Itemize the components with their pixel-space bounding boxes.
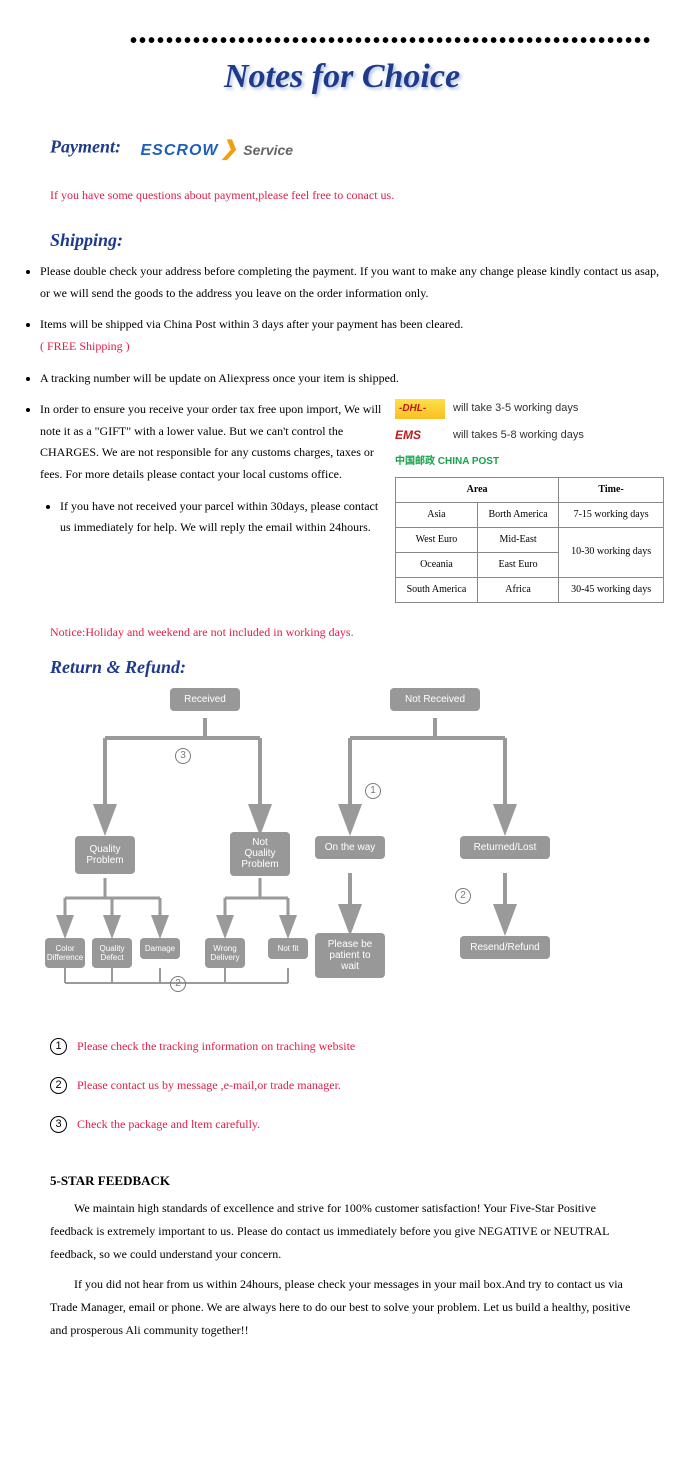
node-quality: Quality Problem <box>75 836 135 874</box>
step-1-icon: 1 <box>365 783 381 799</box>
cell: 7-15 working days <box>559 502 664 527</box>
escrow-service: Service <box>243 142 293 158</box>
free-shipping: ( FREE Shipping ) <box>40 339 130 353</box>
payment-heading-text: Payment: <box>50 137 121 157</box>
table-row: Asia Borth America 7-15 working days <box>396 502 664 527</box>
note-3-text: Check the package and ltem carefully. <box>77 1117 260 1132</box>
note-1: 1 Please check the tracking information … <box>50 1038 634 1055</box>
node-not-received: Not Received <box>390 688 480 711</box>
dhl-logo: -DHL- <box>395 399 445 419</box>
node-received: Received <box>170 688 240 711</box>
time-header: Time- <box>559 477 664 502</box>
node-resend: Resend/Refund <box>460 936 550 959</box>
shipping-bullet-4: If you have not received your parcel wit… <box>60 496 385 539</box>
escrow-text: ESCROW <box>140 142 218 160</box>
shipping-bullet-0: Please double check your address before … <box>40 261 664 304</box>
step-2-icon-left: 2 <box>170 976 186 992</box>
shipping-heading: Shipping: <box>50 230 664 251</box>
shipping-notice: Notice:Holiday and weekend are not inclu… <box>50 623 634 642</box>
feedback-p1: We maintain high standards of excellence… <box>50 1197 634 1265</box>
payment-heading: Payment: ESCROW ❯ Service <box>50 136 664 161</box>
page-root: ••••••••••••••••••••••••••••••••••••••••… <box>0 0 684 1390</box>
shipping-bullet-3-4: In order to ensure you receive your orde… <box>40 399 664 603</box>
ems-note: will takes 5-8 working days <box>453 426 584 446</box>
node-damage: Damage <box>140 938 180 959</box>
node-color: Color Difference <box>45 938 85 968</box>
cell: Asia <box>396 502 478 527</box>
area-table: Area Time- Asia Borth America 7-15 worki… <box>395 477 664 603</box>
cell: Oceania <box>396 552 478 577</box>
shipping-bullet-2: A tracking number will be update on Alie… <box>40 368 664 390</box>
shipping-bullet-1: Items will be shipped via China Post wit… <box>40 314 664 357</box>
table-row: Area Time- <box>396 477 664 502</box>
node-patient: Please be patient to wait <box>315 933 385 978</box>
table-row: West Euro Mid-East 10-30 working days <box>396 527 664 552</box>
shipping-bullet-3-text: In order to ensure you receive your orde… <box>40 402 381 481</box>
payment-note: If you have some questions about payment… <box>50 186 634 205</box>
note-2: 2 Please contact us by message ,e-mail,o… <box>50 1077 634 1094</box>
chinapost-row: 中国邮政 CHINA POST <box>395 453 664 471</box>
cell: South America <box>396 577 478 602</box>
note-2-text: Please contact us by message ,e-mail,or … <box>77 1078 341 1093</box>
dotted-line-top: ••••••••••••••••••••••••••••••••••••••••… <box>130 30 624 53</box>
step-3-icon: 3 <box>175 748 191 764</box>
note-2-icon: 2 <box>50 1077 67 1094</box>
shipping-list: Please double check your address before … <box>20 261 664 603</box>
note-3: 3 Check the package and ltem carefully. <box>50 1116 634 1133</box>
ems-row: EMS will takes 5-8 working days <box>395 425 664 447</box>
shipping-bullet-1-text: Items will be shipped via China Post wit… <box>40 317 463 331</box>
return-heading: Return & Refund: <box>50 657 664 678</box>
escrow-arrow-icon: ❯ <box>220 136 237 161</box>
node-notfit: Not fit <box>268 938 308 959</box>
area-header: Area <box>396 477 559 502</box>
node-wrong: Wrong Delivery <box>205 938 245 968</box>
main-title: Notes for Choice <box>20 58 664 96</box>
table-row: South America Africa 30-45 working days <box>396 577 664 602</box>
node-on-way: On the way <box>315 836 385 859</box>
cell: 30-45 working days <box>559 577 664 602</box>
note-1-text: Please check the tracking information on… <box>77 1039 355 1054</box>
feedback-heading: 5-STAR FEEDBACK <box>50 1173 634 1189</box>
note-1-icon: 1 <box>50 1038 67 1055</box>
node-not-quality: Not Quality Problem <box>230 832 290 876</box>
shipping-logos-table: -DHL- will take 3-5 working days EMS wil… <box>385 399 664 603</box>
step-2-icon-right: 2 <box>455 888 471 904</box>
note-3-icon: 3 <box>50 1116 67 1133</box>
flowchart: Received Not Received 3 1 Quality Proble… <box>40 688 644 1008</box>
node-returned: Returned/Lost <box>460 836 550 859</box>
node-defect: Quality Defect <box>92 938 132 968</box>
cell: 10-30 working days <box>559 527 664 577</box>
cell: Borth America <box>477 502 558 527</box>
feedback-p2: If you did not hear from us within 24hou… <box>50 1273 634 1341</box>
cell: East Euro <box>477 552 558 577</box>
dhl-note: will take 3-5 working days <box>453 399 578 419</box>
cell: West Euro <box>396 527 478 552</box>
dhl-row: -DHL- will take 3-5 working days <box>395 399 664 419</box>
cell: Africa <box>477 577 558 602</box>
shipping-text-left: In order to ensure you receive your orde… <box>40 399 385 549</box>
ems-logo: EMS <box>395 425 445 447</box>
return-notes: 1 Please check the tracking information … <box>50 1038 634 1133</box>
cell: Mid-East <box>477 527 558 552</box>
chinapost-logo: 中国邮政 CHINA POST <box>395 453 499 471</box>
escrow-logo: ESCROW ❯ Service <box>140 136 293 161</box>
